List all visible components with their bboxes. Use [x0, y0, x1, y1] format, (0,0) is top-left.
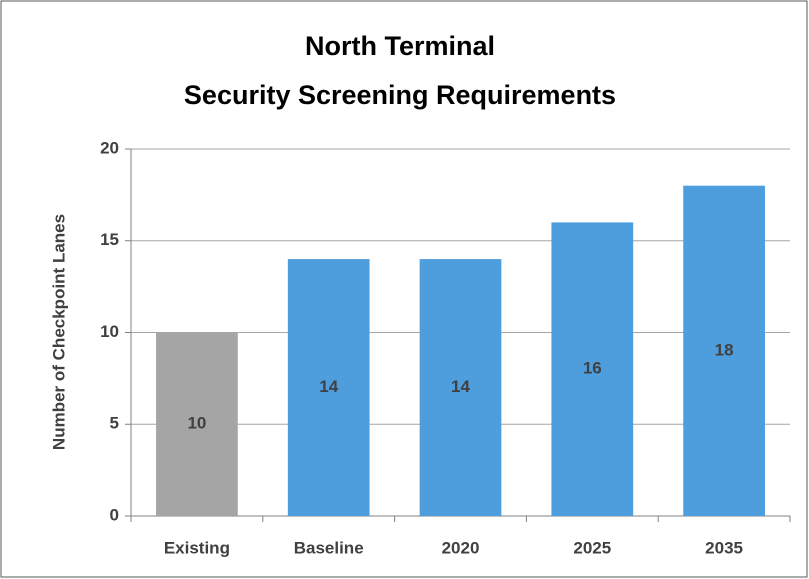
y-tick-label: 10 — [100, 322, 119, 341]
data-label: 14 — [451, 377, 470, 396]
x-tick-label: 2020 — [442, 538, 480, 557]
data-label: 10 — [187, 414, 206, 433]
x-tick-label: Baseline — [294, 538, 364, 557]
bar — [287, 259, 370, 516]
bar — [683, 185, 765, 516]
chart-title: Security Screening Requirements — [184, 80, 616, 110]
bar — [551, 222, 634, 516]
x-tick-label: 2025 — [573, 538, 611, 557]
bar — [419, 259, 502, 516]
data-label: 16 — [583, 359, 602, 378]
y-tick-label: 0 — [110, 505, 119, 524]
data-label: 18 — [715, 340, 734, 359]
data-label: 14 — [319, 377, 338, 396]
chart-title: North Terminal — [305, 31, 495, 61]
x-tick-label: Existing — [164, 538, 230, 557]
x-tick-label: 2035 — [705, 538, 743, 557]
y-tick-label: 5 — [110, 414, 119, 433]
bar — [156, 332, 238, 516]
y-tick-label: 15 — [100, 230, 119, 249]
y-tick-label: 20 — [100, 138, 119, 157]
y-axis-label: Number of Checkpoint Lanes — [49, 214, 68, 450]
